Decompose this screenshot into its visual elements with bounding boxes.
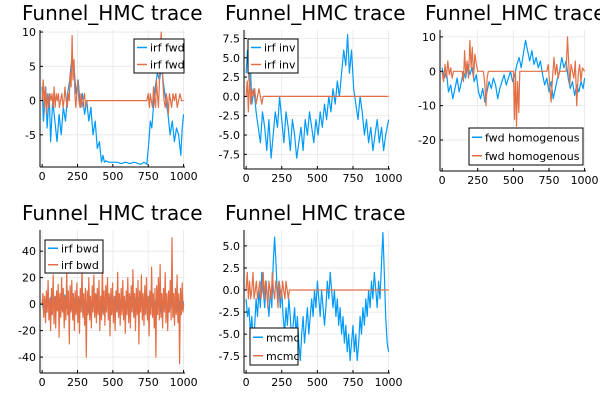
y-tick-label: 0.0 (223, 284, 241, 297)
y-tick-label: -20 (18, 325, 36, 338)
legend-box (468, 127, 584, 166)
series-line-1 (245, 232, 390, 362)
y-tick-label: -5.0 (219, 328, 240, 341)
x-tick-label: 0 (39, 376, 46, 389)
y-tick-label: 5 (29, 60, 36, 73)
series-line-2 (245, 72, 389, 113)
legend-box (133, 38, 185, 74)
legend-label-1: mcmc (266, 331, 300, 344)
chart-panel-3: Funnel_HMC trace 0 250 500 750 1000 -20 -10 0 10 f… (418, 1, 600, 187)
y-tick-label: -7.5 (219, 148, 240, 161)
legend-box (247, 38, 299, 74)
chart-panel-4: Funnel_HMC trace 0 250 500 750 1000 -40 -20 0 20 4… (18, 201, 203, 389)
chart-title: Funnel_HMC trace (225, 201, 406, 225)
y-tick-label: 0 (429, 65, 436, 78)
chart-panel-1: Funnel_HMC trace 0 250 500 750 1000 -5 0 5 10 irf … (22, 1, 203, 183)
series-group (41, 31, 185, 165)
y-tick-label: -2.5 (219, 110, 240, 123)
y-tick-label: 0.0 (223, 90, 241, 103)
x-tick-label: 500 (307, 376, 328, 389)
series-line-2 (41, 237, 185, 365)
x-tick-label: 0 (243, 172, 250, 185)
legend-label-2: mcmc (266, 350, 300, 363)
series-group (245, 34, 390, 159)
x-tick-label: 750 (342, 172, 363, 185)
x-tick-label: 750 (538, 174, 559, 187)
chart-title: Funnel_HMC trace (225, 1, 406, 25)
y-tick-label: 7.5 (223, 32, 241, 45)
legend-label-2: irf inv (264, 59, 296, 72)
legend-label-2: irf fwd (150, 59, 185, 72)
x-tick-label: 1000 (170, 376, 198, 389)
legend-label-2: fwd homogenous (485, 150, 580, 163)
legend-label-1: irf inv (264, 42, 296, 55)
legend: irf bwd irf bwd (44, 239, 104, 274)
series-line-2 (41, 31, 184, 115)
x-tick-label: 250 (67, 376, 88, 389)
series-group (245, 232, 390, 362)
x-tick-label: 1000 (375, 376, 403, 389)
x-tick-label: 1000 (375, 172, 403, 185)
x-tick-label: 250 (467, 174, 488, 187)
x-tick-label: 0 (243, 376, 250, 389)
x-tick-label: 500 (503, 174, 524, 187)
legend-label-1: irf fwd (150, 42, 185, 55)
x-tick-label: 250 (67, 170, 88, 183)
legend-label-1: fwd homogenous (485, 131, 580, 144)
y-tick-label: 5.0 (223, 52, 241, 65)
y-tick-label: 40 (22, 245, 36, 258)
series-group (41, 237, 185, 365)
y-tick-label: 2.5 (223, 71, 241, 84)
legend-box (44, 239, 104, 274)
chart-title: Funnel_HMC trace (22, 201, 203, 225)
legend-label-2: irf bwd (61, 259, 99, 272)
legend-label-1: irf bwd (61, 242, 99, 255)
y-tick-label: -2.5 (219, 306, 240, 319)
y-tick-label: -7.5 (219, 350, 240, 363)
x-tick-label: 500 (307, 172, 328, 185)
x-tick-label: 750 (138, 170, 159, 183)
y-tick-label: 20 (22, 272, 36, 285)
y-tick-label: 10 (22, 26, 36, 39)
legend: irf inv irf inv (247, 38, 299, 74)
x-tick-label: 1000 (571, 174, 599, 187)
chart-title: Funnel_HMC trace (425, 1, 600, 25)
y-tick-label: -10 (418, 100, 436, 113)
legend: fwd homogenous fwd homogenous (468, 127, 584, 166)
y-tick-label: 10 (422, 31, 436, 44)
y-tick-label: 0 (29, 298, 36, 311)
y-tick-label: 5.0 (223, 240, 241, 253)
x-tick-label: 750 (342, 376, 363, 389)
y-tick-label: -5 (25, 129, 36, 142)
x-tick-label: 250 (271, 376, 292, 389)
x-tick-label: 1000 (170, 170, 198, 183)
chart-title: Funnel_HMC trace (22, 1, 203, 25)
x-tick-label: 0 (39, 170, 46, 183)
x-tick-label: 750 (138, 376, 159, 389)
x-tick-label: 500 (102, 170, 123, 183)
y-tick-label: 2.5 (223, 262, 241, 275)
x-tick-label: 250 (271, 172, 292, 185)
y-tick-label: 0 (29, 95, 36, 108)
x-tick-label: 0 (439, 174, 446, 187)
series-line-2 (245, 271, 389, 309)
legend: irf fwd irf fwd (133, 38, 185, 74)
x-tick-label: 500 (102, 376, 123, 389)
y-tick-label: -40 (18, 351, 36, 364)
series-line-2 (441, 36, 586, 127)
y-tick-label: -20 (418, 134, 436, 147)
series-group (441, 36, 586, 127)
legend: mcmc mcmc (249, 327, 300, 366)
y-tick-label: -5.0 (219, 129, 240, 142)
chart-panel-2: Funnel_HMC trace 0 250 500 750 1000 -7.5 -5.0 -2… (219, 1, 406, 185)
legend-box (249, 327, 299, 366)
series-line-1 (245, 34, 390, 159)
chart-panel-5: Funnel_HMC trace 0 250 500 750 1000 -7.5 -5.0 -2… (219, 201, 406, 389)
